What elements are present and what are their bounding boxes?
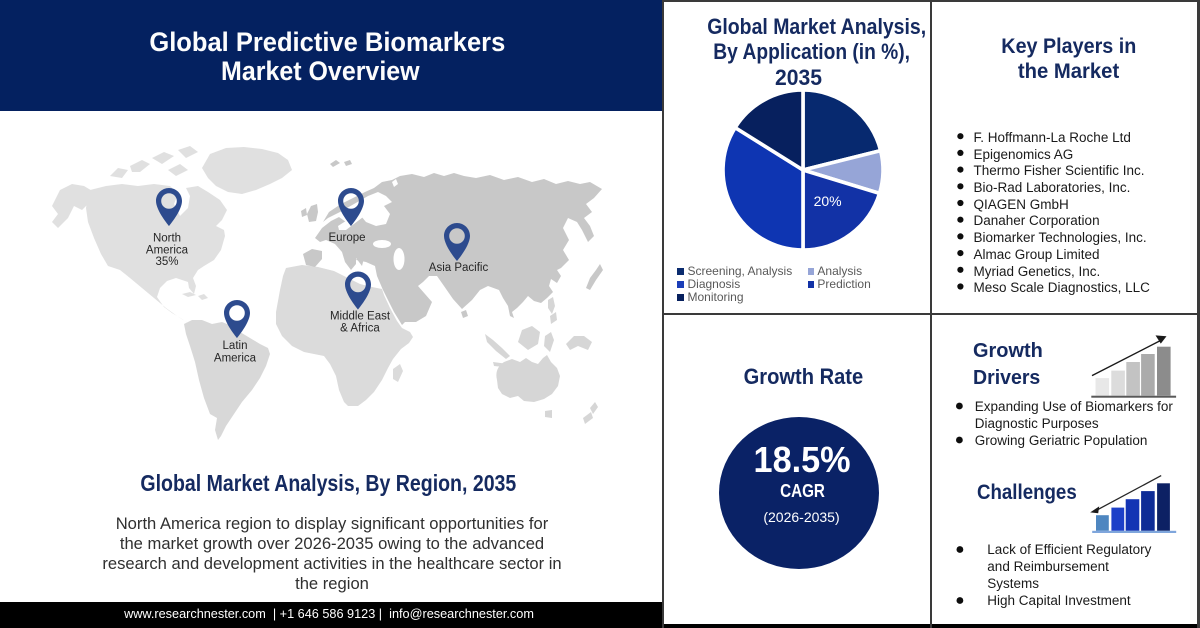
svg-text:America: America (214, 353, 257, 365)
svg-text:Europe: Europe (328, 232, 365, 244)
svg-text:& Africa: & Africa (340, 323, 380, 335)
svg-text:Middle East: Middle East (330, 311, 391, 323)
svg-text:35%: 35% (155, 256, 178, 268)
svg-text:North: North (153, 233, 181, 245)
svg-text:America: America (146, 245, 189, 257)
svg-text:Asia Pacific: Asia Pacific (429, 262, 489, 274)
svg-text:Latin: Latin (223, 340, 248, 352)
